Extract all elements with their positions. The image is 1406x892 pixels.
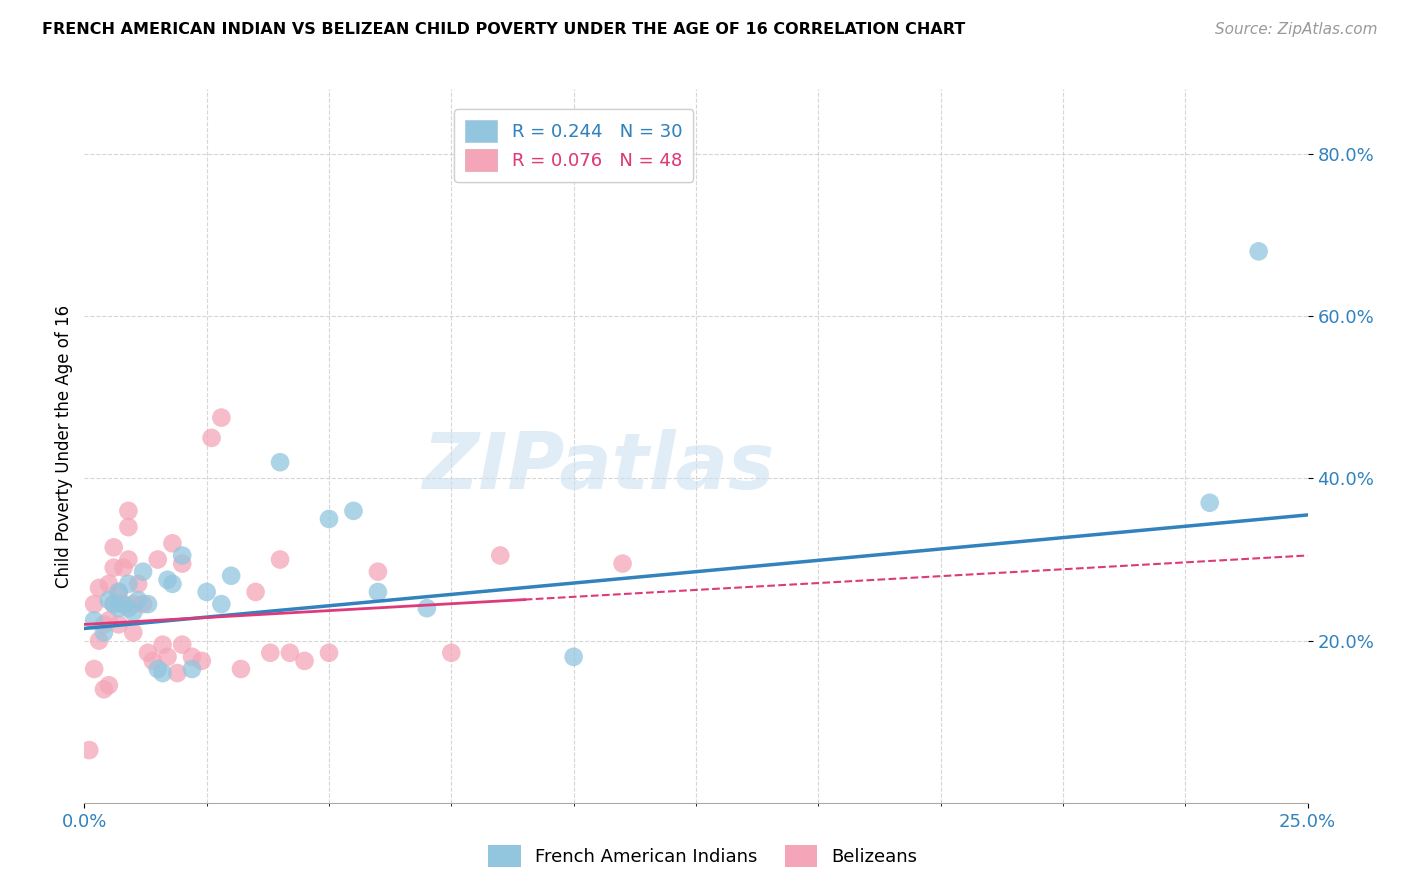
Point [103,597,125,611]
Point [87,633,110,648]
Point [1247,244,1270,259]
Text: ZIPatlas: ZIPatlas [422,429,775,506]
Point [1198,496,1220,510]
Point [440,646,463,660]
Point [142,654,165,668]
Point [136,597,159,611]
Point [172,557,194,571]
Point [367,585,389,599]
Point [318,646,340,660]
Point [132,565,155,579]
Point [229,662,252,676]
Point [103,541,125,555]
Point [112,597,135,611]
Point [127,577,149,591]
Point [97,577,120,591]
Point [191,654,214,668]
Point [162,577,184,591]
Text: Source: ZipAtlas.com: Source: ZipAtlas.com [1215,22,1378,37]
Point [97,593,120,607]
Point [97,678,120,692]
Point [562,649,585,664]
Point [132,597,155,611]
Point [136,646,159,660]
Point [245,585,267,599]
Legend: R = 0.244   N = 30, R = 0.076   N = 48: R = 0.244 N = 30, R = 0.076 N = 48 [454,109,693,182]
Point [117,577,139,591]
Point [152,638,174,652]
Point [117,520,139,534]
Point [342,504,364,518]
Point [117,552,139,566]
Point [146,552,169,566]
Point [181,649,204,664]
Point [107,585,129,599]
Point [83,613,105,627]
Text: FRENCH AMERICAN INDIAN VS BELIZEAN CHILD POVERTY UNDER THE AGE OF 16 CORRELATION: FRENCH AMERICAN INDIAN VS BELIZEAN CHILD… [42,22,966,37]
Point [117,601,139,615]
Point [97,613,120,627]
Point [112,597,135,611]
Point [152,666,174,681]
Point [181,662,204,676]
Point [278,646,301,660]
Point [489,549,512,563]
Point [269,552,291,566]
Point [127,593,149,607]
Point [107,601,129,615]
Point [117,504,139,518]
Point [122,605,145,619]
Point [93,617,115,632]
Point [107,585,129,599]
Point [122,597,145,611]
Point [318,512,340,526]
Point [219,568,242,582]
Point [162,536,184,550]
Point [367,565,389,579]
Point [107,617,129,632]
Point [156,649,179,664]
Point [209,597,232,611]
Point [112,560,135,574]
Point [103,560,125,574]
Point [259,646,281,660]
Point [146,662,169,676]
Y-axis label: Child Poverty Under the Age of 16: Child Poverty Under the Age of 16 [55,304,73,588]
Point [122,625,145,640]
Point [416,601,439,615]
Point [195,585,218,599]
Point [200,431,222,445]
Point [93,625,115,640]
Legend: French American Indians, Belizeans: French American Indians, Belizeans [481,838,925,874]
Point [269,455,291,469]
Point [209,410,232,425]
Point [294,654,316,668]
Point [103,597,125,611]
Point [87,581,110,595]
Point [93,682,115,697]
Point [156,573,179,587]
Point [166,666,188,681]
Point [83,597,105,611]
Point [612,557,634,571]
Point [172,638,194,652]
Point [77,743,100,757]
Point [83,662,105,676]
Point [172,549,194,563]
